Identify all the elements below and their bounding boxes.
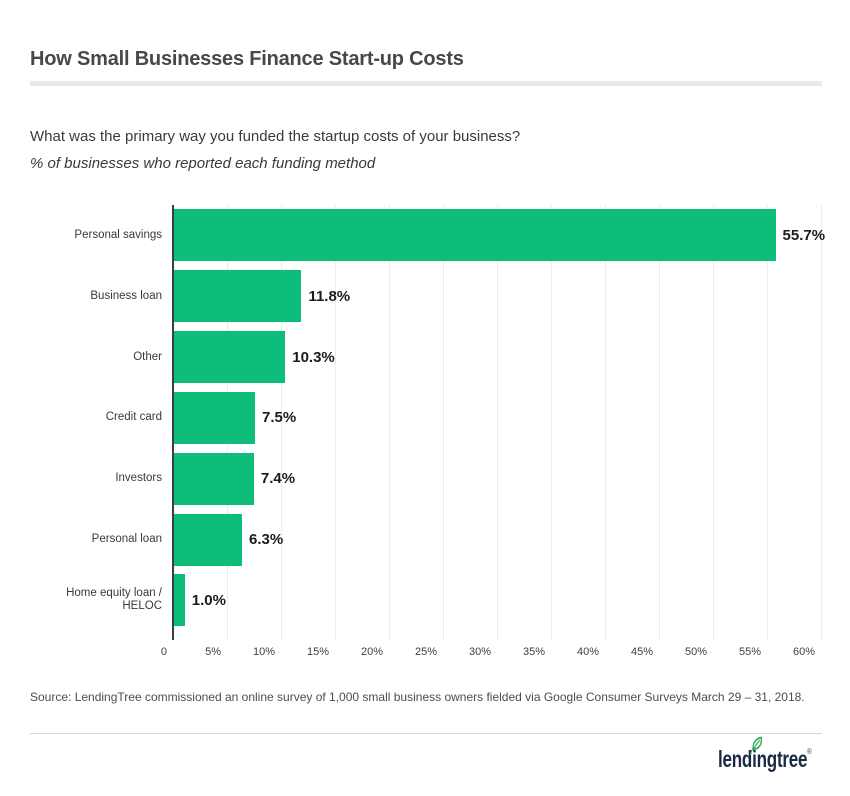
bar	[174, 452, 254, 505]
plot-column: 55.7% 11.8% 10.3% 7.5% 7.4% 6.3% 1.0% 0 5% 10% 15…	[161, 205, 835, 662]
value-label: 7.5%	[262, 409, 297, 427]
category-labels-column: Personal savings Business loan Other Credit…	[30, 205, 172, 662]
category-row: Investors	[30, 448, 172, 509]
x-tick-label: 60%	[792, 646, 815, 658]
x-tick-label: 35%	[522, 646, 545, 658]
category-label: Personal loan	[91, 533, 162, 546]
bar-row: 10.3%	[174, 327, 835, 388]
bar	[174, 513, 243, 566]
x-tick-label: 0	[160, 646, 167, 658]
bar	[174, 574, 185, 627]
bar-chart: Personal savings Business loan Other Credit…	[30, 205, 835, 662]
bar-row: 1.0%	[174, 570, 835, 631]
value-label: 1.0%	[191, 591, 226, 609]
x-tick-label: 15%	[306, 646, 329, 658]
value-label: 11.8%	[308, 287, 351, 305]
x-tick-label: 10%	[252, 646, 275, 658]
value-label: 55.7%	[782, 226, 826, 244]
x-tick-label: 55%	[738, 646, 761, 658]
category-row: Other	[30, 327, 172, 388]
bar-row: 55.7%	[174, 205, 835, 266]
bar	[174, 331, 286, 384]
value-label: 7.4%	[260, 470, 296, 488]
category-label: Home equity loan / HELOC	[66, 587, 162, 613]
category-label: Credit card	[105, 411, 162, 424]
bar	[174, 391, 255, 444]
footer: lendingtree®	[30, 734, 822, 794]
chart-question: What was the primary way you funded the …	[30, 128, 521, 145]
x-tick-label: 40%	[576, 646, 599, 658]
bar-row: 7.5%	[174, 388, 835, 449]
bar	[174, 270, 302, 323]
plot-area: 55.7% 11.8% 10.3% 7.5% 7.4% 6.3% 1.0%	[172, 205, 835, 640]
category-row: Credit card	[30, 388, 172, 449]
value-label: 6.3%	[249, 531, 284, 549]
category-row: Home equity loan / HELOC	[30, 570, 172, 631]
title-divider	[30, 81, 822, 86]
trademark-symbol: ®	[807, 747, 812, 756]
category-row: Business loan	[30, 266, 172, 327]
chart-subtitle: % of businesses who reported each fundin…	[30, 155, 376, 172]
x-tick-label: 45%	[630, 646, 653, 658]
logo-text: lendingtree	[718, 746, 808, 772]
category-label: Other	[133, 350, 162, 363]
x-tick-label: 50%	[684, 646, 707, 658]
x-tick-label: 25%	[414, 646, 437, 658]
x-tick-label: 5%	[205, 646, 221, 658]
bar	[174, 209, 776, 262]
source-note: Source: LendingTree commissioned an onli…	[30, 690, 805, 704]
category-label: Business loan	[90, 289, 162, 302]
category-label: Investors	[115, 472, 162, 485]
value-label: 10.3%	[292, 348, 335, 366]
category-row: Personal loan	[30, 509, 172, 570]
category-label: Personal savings	[74, 228, 162, 241]
x-axis: 0 5% 10% 15% 20% 25% 30% 35% 40% 45% 50% 55% 60%	[161, 640, 835, 662]
bar-row: 11.8%	[174, 266, 835, 327]
bar-row: 7.4%	[174, 448, 835, 509]
bar-row: 6.3%	[174, 509, 835, 570]
lendingtree-logo: lendingtree®	[718, 736, 812, 773]
x-tick-label: 20%	[360, 646, 383, 658]
leaf-icon	[749, 736, 763, 755]
page-title: How Small Businesses Finance Start-up Co…	[30, 48, 464, 70]
footer-divider	[30, 733, 822, 734]
category-row: Personal savings	[30, 205, 172, 266]
x-tick-label: 30%	[468, 646, 491, 658]
